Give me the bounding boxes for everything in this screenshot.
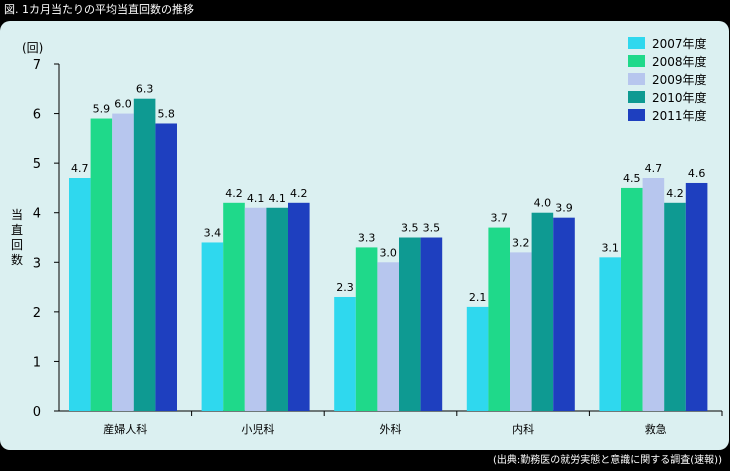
legend-label: 2010年度	[652, 90, 707, 105]
data-label: 4.1	[268, 192, 286, 205]
bar	[599, 257, 621, 411]
x-category-label: 内科	[512, 422, 534, 436]
data-label: 3.5	[423, 222, 441, 235]
x-category-label: 救急	[645, 422, 667, 436]
y-tick-label: 3	[33, 256, 41, 271]
bar	[488, 228, 510, 411]
legend: 2007年度 2008年度 2009年度 2010年度 2011年度	[628, 36, 707, 123]
y-tick-label: 5	[33, 157, 41, 172]
data-label: 2.1	[469, 291, 487, 304]
y-axis-title-char: 回	[11, 238, 23, 252]
bar	[421, 238, 443, 412]
legend-swatch	[628, 55, 645, 67]
bar	[112, 114, 134, 411]
legend-swatch	[628, 37, 645, 49]
bar	[399, 238, 421, 412]
y-tick-label: 6	[33, 108, 41, 123]
data-label: 3.3	[358, 231, 376, 244]
data-label: 4.1	[247, 192, 265, 205]
bar	[69, 178, 91, 411]
bar	[356, 247, 378, 411]
data-label: 4.0	[534, 197, 552, 210]
bar	[266, 208, 288, 411]
data-label: 3.9	[555, 202, 573, 215]
legend-label: 2007年度	[652, 36, 707, 51]
data-label: 3.7	[490, 212, 508, 225]
legend-swatch	[628, 91, 645, 103]
bar	[467, 307, 489, 411]
y-axis-unit: (回)	[22, 41, 43, 55]
data-label: 3.1	[601, 241, 619, 254]
data-label: 5.9	[93, 103, 111, 116]
data-label: 4.6	[688, 167, 706, 180]
bar	[334, 297, 356, 411]
x-category-label: 小児科	[241, 422, 274, 436]
bar	[155, 123, 177, 411]
bar	[686, 183, 708, 411]
y-tick-label: 7	[33, 58, 41, 73]
bar	[202, 242, 224, 411]
legend-label: 2009年度	[652, 72, 707, 87]
bar	[245, 208, 267, 411]
data-label: 4.2	[290, 187, 308, 200]
data-label: 6.3	[136, 83, 154, 96]
bar	[621, 188, 643, 411]
data-label: 3.5	[401, 222, 419, 235]
data-label: 4.7	[645, 162, 663, 175]
y-axis-title: 当直回数	[11, 208, 23, 267]
y-tick-label: 4	[33, 207, 41, 222]
legend-label: 2008年度	[652, 54, 707, 69]
x-category-label: 外科	[380, 422, 402, 436]
bar	[223, 203, 245, 411]
bar	[377, 262, 399, 411]
bar	[510, 252, 532, 411]
data-label: 4.2	[666, 187, 684, 200]
data-label: 4.5	[623, 172, 641, 185]
y-tick-label: 1	[33, 355, 41, 370]
data-label: 3.0	[379, 246, 397, 259]
legend-swatch	[628, 109, 645, 121]
bar	[134, 99, 156, 411]
x-category-label: 産婦人科	[103, 422, 147, 436]
y-axis-title-char: 当	[11, 208, 23, 222]
y-tick-label: 2	[33, 306, 41, 321]
data-label: 4.7	[71, 162, 89, 175]
bar	[91, 119, 113, 411]
bar	[553, 218, 575, 411]
data-label: 3.2	[512, 236, 530, 249]
legend-swatch	[628, 73, 645, 85]
y-tick-label: 0	[33, 405, 41, 420]
bar	[643, 178, 665, 411]
data-label: 3.4	[204, 226, 222, 239]
legend-label: 2011年度	[652, 108, 707, 123]
bar	[288, 203, 310, 411]
source-note: (出典:勤務医の就労実態と意識に関する調査(速報))	[493, 453, 722, 469]
bar	[664, 203, 686, 411]
data-label: 2.3	[336, 281, 354, 294]
data-label: 5.8	[157, 107, 175, 120]
y-axis-title-char: 数	[11, 252, 23, 267]
bar	[532, 213, 554, 411]
data-label: 4.2	[225, 187, 243, 200]
data-label: 6.0	[114, 98, 132, 111]
y-axis-title-char: 直	[11, 223, 23, 237]
